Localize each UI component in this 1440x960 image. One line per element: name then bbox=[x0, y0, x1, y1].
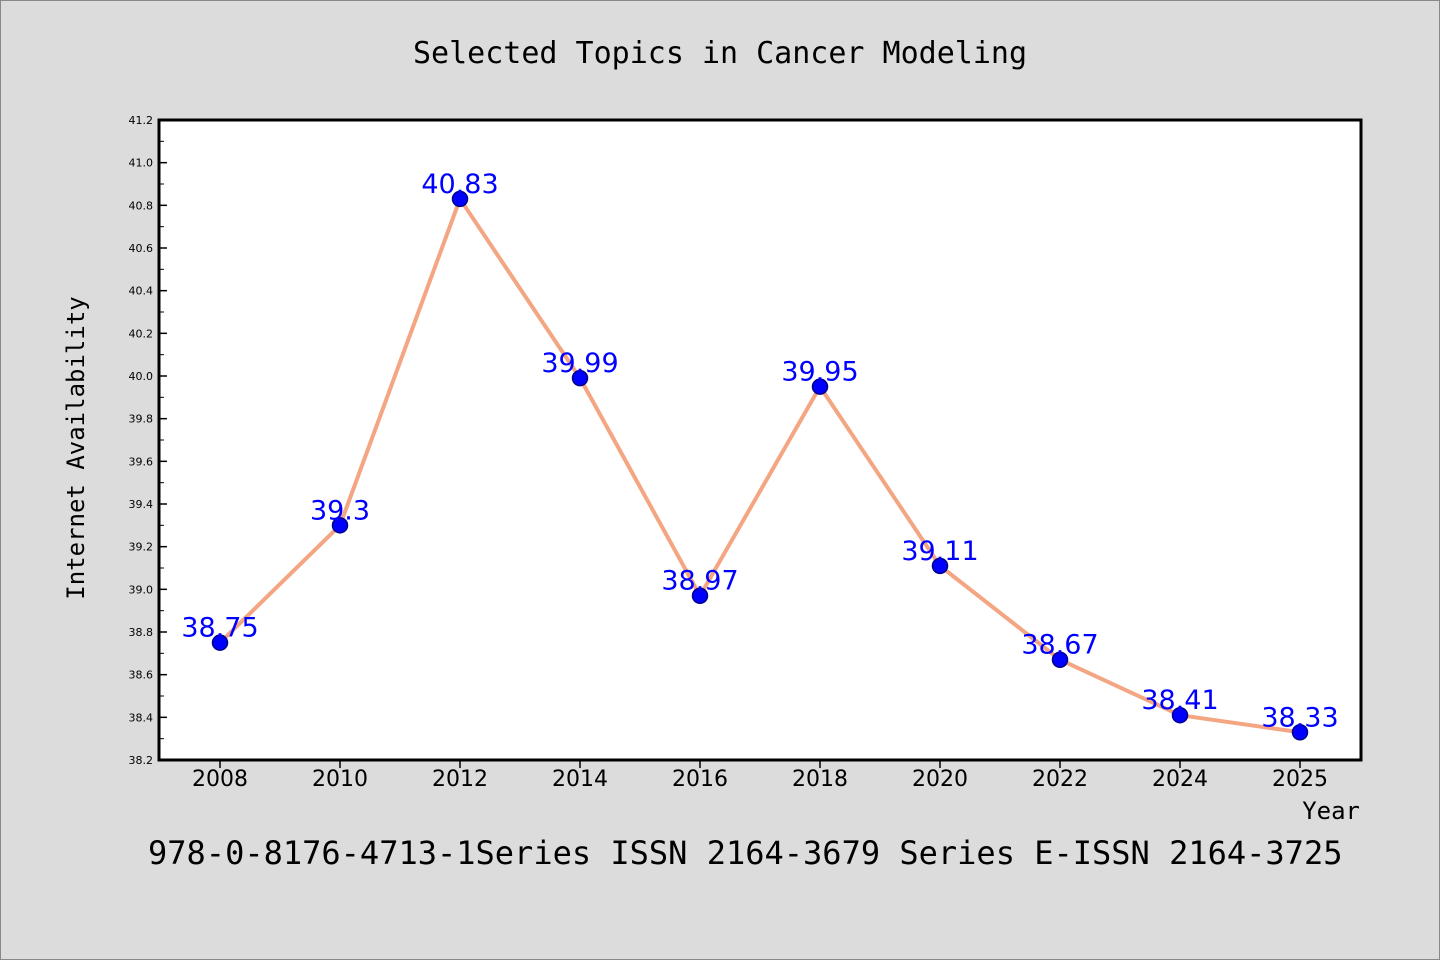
data-point bbox=[691, 587, 709, 604]
data-point bbox=[331, 517, 349, 534]
data-point bbox=[931, 557, 949, 575]
data-label: 39.3 bbox=[310, 495, 370, 526]
data-label: 38.41 bbox=[1141, 685, 1218, 716]
y-tick-label: 40.0 bbox=[129, 370, 154, 383]
y-tick-label: 38.6 bbox=[129, 669, 154, 682]
x-tick-label: 2022 bbox=[1032, 767, 1088, 792]
chart-title: Selected Topics in Cancer Modeling bbox=[413, 36, 1027, 71]
y-tick-label: 38.4 bbox=[129, 711, 154, 724]
y-tick-label: 41.0 bbox=[129, 157, 154, 170]
x-tick-label: 2024 bbox=[1152, 767, 1208, 792]
data-markers bbox=[211, 190, 1309, 741]
isbn-caption: 978-0-8176-4713-1Series ISSN 2164-3679 S… bbox=[148, 834, 1342, 872]
data-point bbox=[1291, 724, 1309, 741]
y-tick-label: 38.2 bbox=[129, 754, 154, 767]
y-axis-ticks: 38.2 38.4 38.6 38.8 39.0 39.2 39.4 39.6 39.8 40.0… bbox=[129, 114, 167, 767]
x-axis-ticks: 2008 2010 2012 2014 2016 2018 2020 2022 2024 2025 bbox=[192, 760, 1328, 792]
data-labels: 38.75 39.3 40.83 39.99 38.97 39.95 39.11 38.67 3… bbox=[181, 169, 1338, 733]
x-tick-label: 2018 bbox=[792, 767, 848, 792]
y-tick-label: 41.2 bbox=[129, 114, 154, 127]
data-label: 40.83 bbox=[421, 169, 498, 200]
data-label: 39.95 bbox=[781, 357, 858, 388]
x-tick-label: 2014 bbox=[552, 767, 608, 792]
data-point bbox=[211, 634, 229, 651]
x-tick-label: 2010 bbox=[312, 767, 368, 792]
data-label: 38.33 bbox=[1261, 702, 1338, 733]
series-line-group bbox=[218, 196, 1301, 735]
data-point bbox=[1171, 706, 1189, 724]
data-label: 39.99 bbox=[541, 348, 618, 379]
data-label: 38.75 bbox=[181, 613, 258, 644]
x-tick-label: 2025 bbox=[1272, 767, 1328, 792]
y-tick-label: 40.8 bbox=[129, 199, 154, 212]
y-tick-label: 40.2 bbox=[129, 327, 154, 340]
x-tick-label: 2008 bbox=[192, 767, 248, 792]
y-tick-label: 38.8 bbox=[129, 626, 154, 639]
data-label: 39.11 bbox=[901, 536, 978, 567]
y-tick-label: 39.6 bbox=[129, 455, 154, 468]
y-tick-label: 40.4 bbox=[129, 285, 154, 298]
x-tick-label: 2020 bbox=[912, 767, 968, 792]
y-axis-label: Internet Availability bbox=[62, 296, 90, 599]
data-point bbox=[451, 190, 469, 208]
y-tick-label: 39.4 bbox=[129, 498, 154, 511]
data-label: 38.97 bbox=[661, 566, 738, 597]
x-axis-label: Year bbox=[1302, 797, 1360, 825]
y-tick-label: 39.2 bbox=[129, 541, 154, 554]
x-tick-label: 2016 bbox=[672, 767, 728, 792]
y-tick-label: 39.0 bbox=[129, 583, 154, 596]
y-tick-label: 40.6 bbox=[129, 242, 154, 255]
plot-area bbox=[157, 118, 1363, 762]
data-point bbox=[1051, 651, 1069, 668]
data-label: 38.67 bbox=[1021, 630, 1098, 661]
y-tick-label: 39.8 bbox=[129, 413, 154, 426]
data-point bbox=[811, 378, 829, 395]
series-line bbox=[218, 196, 1301, 735]
data-point bbox=[571, 369, 589, 387]
x-tick-label: 2012 bbox=[432, 767, 488, 792]
